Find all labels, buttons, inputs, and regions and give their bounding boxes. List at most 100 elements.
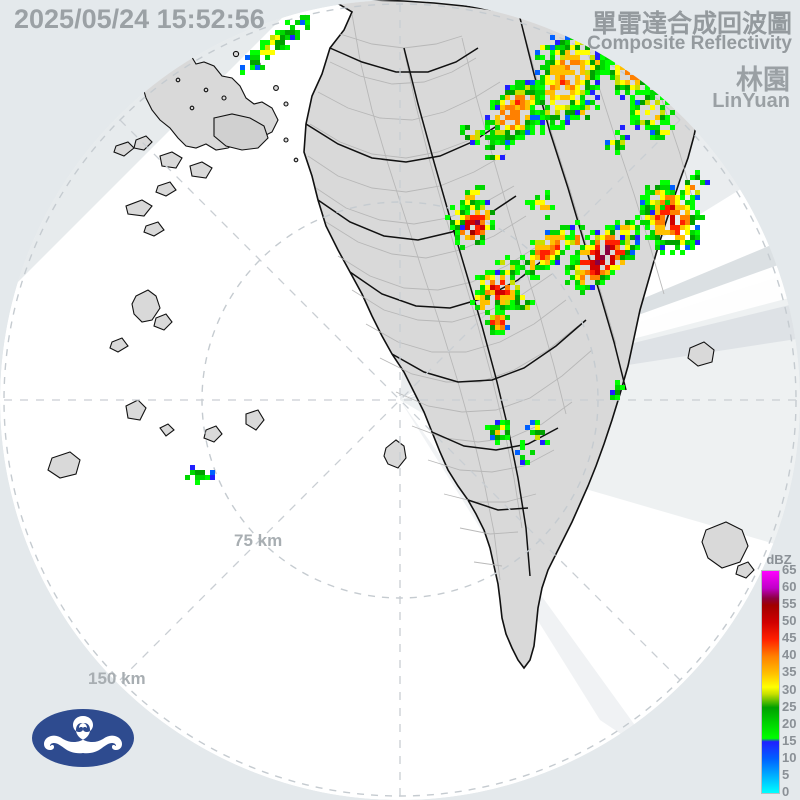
radar-echo-bin bbox=[645, 85, 650, 90]
radar-echo-bin bbox=[265, 40, 270, 45]
radar-echo-bin bbox=[550, 245, 555, 250]
radar-echo-bin bbox=[595, 240, 600, 245]
radar-echo-bin bbox=[495, 115, 500, 120]
radar-echo-bin bbox=[275, 45, 280, 50]
radar-echo-bin bbox=[505, 95, 510, 100]
radar-echo-bin bbox=[595, 75, 600, 80]
radar-echo-bin bbox=[665, 180, 670, 185]
radar-echo-bin bbox=[525, 130, 530, 135]
radar-echo-bin bbox=[485, 295, 490, 300]
radar-echo-bin bbox=[500, 290, 505, 295]
radar-echo-bin bbox=[655, 240, 660, 245]
radar-echo-bin bbox=[455, 230, 460, 235]
radar-echo-bin bbox=[585, 90, 590, 95]
radar-echo-bin bbox=[675, 235, 680, 240]
radar-echo-bin bbox=[635, 120, 640, 125]
radar-echo-bin bbox=[635, 100, 640, 105]
radar-echo-bin bbox=[695, 170, 700, 175]
radar-echo-bin bbox=[595, 245, 600, 250]
radar-echo-bin bbox=[555, 105, 560, 110]
radar-echo-bin bbox=[505, 420, 510, 425]
radar-echo-bin bbox=[635, 225, 640, 230]
radar-echo-bin bbox=[585, 75, 590, 80]
radar-echo-bin bbox=[305, 15, 310, 20]
radar-echo-bin bbox=[515, 110, 520, 115]
radar-echo-bin bbox=[565, 45, 570, 50]
colorbar-tick: 60 bbox=[782, 579, 797, 595]
radar-echo-bin bbox=[595, 280, 600, 285]
radar-echo-bin bbox=[680, 215, 685, 220]
radar-echo-bin bbox=[545, 115, 550, 120]
radar-echo-bin bbox=[580, 270, 585, 275]
radar-echo-bin bbox=[195, 470, 200, 475]
radar-echo-bin bbox=[610, 255, 615, 260]
radar-echo-bin bbox=[550, 65, 555, 70]
radar-echo-bin bbox=[565, 35, 570, 40]
radar-echo-bin bbox=[520, 135, 525, 140]
radar-echo-bin bbox=[250, 55, 255, 60]
radar-echo-bin bbox=[690, 185, 695, 190]
radar-echo-bin bbox=[520, 105, 525, 110]
radar-echo-bin bbox=[550, 45, 555, 50]
radar-echo-bin bbox=[530, 430, 535, 435]
radar-echo-bin bbox=[585, 105, 590, 110]
radar-echo-bin bbox=[595, 105, 600, 110]
radar-echo-bin bbox=[490, 430, 495, 435]
radar-echo-bin bbox=[540, 95, 545, 100]
radar-echo-bin bbox=[530, 260, 535, 265]
radar-echo-bin bbox=[615, 245, 620, 250]
radar-echo-bin bbox=[500, 310, 505, 315]
radar-echo-bin bbox=[700, 215, 705, 220]
radar-echo-bin bbox=[610, 235, 615, 240]
radar-echo-bin bbox=[475, 275, 480, 280]
radar-echo-bin bbox=[565, 95, 570, 100]
radar-echo-bin bbox=[495, 305, 500, 310]
radar-echo-bin bbox=[615, 90, 620, 95]
radar-echo-bin bbox=[570, 115, 575, 120]
radar-echo-bin bbox=[530, 275, 535, 280]
radar-echo-bin bbox=[550, 70, 555, 75]
radar-echo-bin bbox=[575, 115, 580, 120]
radar-echo-bin bbox=[600, 70, 605, 75]
radar-echo-bin bbox=[560, 120, 565, 125]
radar-echo-bin bbox=[540, 245, 545, 250]
radar-echo-bin bbox=[550, 35, 555, 40]
radar-echo-bin bbox=[455, 235, 460, 240]
radar-echo-bin bbox=[305, 25, 310, 30]
radar-echo-bin bbox=[590, 75, 595, 80]
radar-echo-bin bbox=[515, 130, 520, 135]
radar-echo-bin bbox=[680, 205, 685, 210]
radar-echo-bin bbox=[295, 35, 300, 40]
radar-echo-bin bbox=[555, 75, 560, 80]
county-borders bbox=[307, 13, 695, 581]
radar-echo-bin bbox=[550, 50, 555, 55]
radar-echo-bin bbox=[515, 270, 520, 275]
colorbar-tick: 0 bbox=[782, 784, 790, 799]
radar-echo-bin bbox=[670, 225, 675, 230]
radar-echo-bin bbox=[485, 310, 490, 315]
radar-echo-bin bbox=[515, 260, 520, 265]
range-ring-label-150: 150 km bbox=[88, 669, 146, 688]
radar-echo-bin bbox=[655, 210, 660, 215]
station-name-en: LinYuan bbox=[712, 90, 790, 112]
radar-echo-bin bbox=[685, 215, 690, 220]
radar-echo-bin bbox=[535, 435, 540, 440]
radar-echo-bin bbox=[620, 235, 625, 240]
radar-echo-bin bbox=[510, 260, 515, 265]
radar-echo-bin bbox=[695, 190, 700, 195]
radar-echo-bin bbox=[690, 195, 695, 200]
radar-echo-bin bbox=[520, 265, 525, 270]
radar-echo-bin bbox=[585, 70, 590, 75]
radar-echo-bin bbox=[495, 285, 500, 290]
colorbar-tick: 10 bbox=[782, 749, 797, 765]
radar-echo-bin bbox=[580, 280, 585, 285]
radar-echo-bin bbox=[530, 80, 535, 85]
radar-echo-bin bbox=[520, 305, 525, 310]
radar-echo-bin bbox=[610, 240, 615, 245]
radar-echo-bin bbox=[270, 50, 275, 55]
radar-echo-bin bbox=[615, 80, 620, 85]
radar-echo-bin bbox=[505, 125, 510, 130]
radar-echo-bin bbox=[625, 235, 630, 240]
radar-echo-bin bbox=[560, 225, 565, 230]
